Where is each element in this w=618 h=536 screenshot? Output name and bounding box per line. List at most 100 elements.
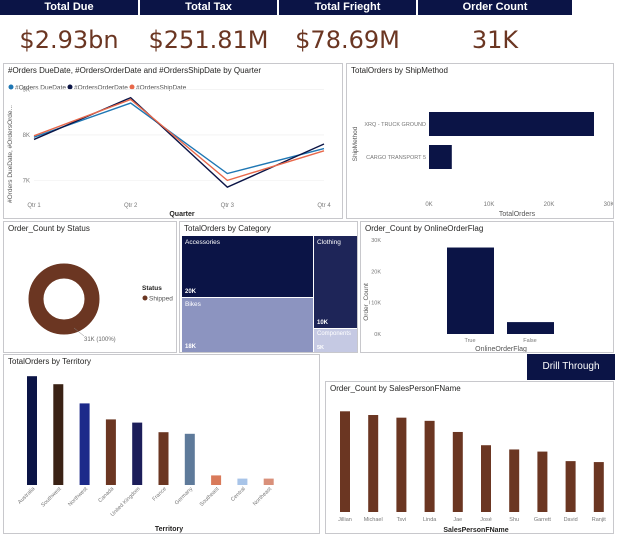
shipmethod-chart: ShipMethod TotalOrders 0K 10K 20K 30K XRQ - … xyxy=(352,112,614,218)
x-tick-label: 10K xyxy=(484,202,495,208)
tile-value-bikes: 18K xyxy=(185,344,197,350)
x-tick-label: Canada xyxy=(97,486,116,505)
bar-salesperson[interactable] xyxy=(537,451,548,512)
y-tick-label: 7K xyxy=(23,178,30,184)
x-tick-label: Central xyxy=(230,486,247,503)
series-line-2[interactable] xyxy=(33,98,325,182)
x-tick-label: Tsvi xyxy=(397,517,406,523)
bar-territory[interactable] xyxy=(263,478,274,485)
legend-dot-shipdate xyxy=(129,84,135,90)
category-panel[interactable]: TotalOrders by Category Accessories 20K … xyxy=(179,221,358,353)
bar-territory[interactable] xyxy=(184,433,195,485)
shipmethod-title: TotalOrders by ShipMethod xyxy=(351,66,448,75)
kpi-header-order-count: Order Count xyxy=(418,0,572,15)
status-title: Order_Count by Status xyxy=(8,224,90,233)
status-legend-label: Shipped xyxy=(149,296,173,303)
bar-salesperson[interactable] xyxy=(340,411,350,512)
bar-shipmethod[interactable] xyxy=(429,112,594,136)
x-tick-label: Ranjit xyxy=(592,517,607,523)
y-tick-label: 10K xyxy=(371,301,381,307)
x-tick-label: Australia xyxy=(17,486,37,506)
bar-onlineflag[interactable] xyxy=(447,247,494,334)
status-legend-title: Status xyxy=(142,285,162,292)
x-tick-label: Linda xyxy=(423,517,437,523)
onlineflag-x-label: OnlineOrderFlag xyxy=(475,346,527,353)
tile-label-bikes: Bikes xyxy=(185,301,201,308)
kpi-header-total-freight: Total Frieght xyxy=(279,0,416,15)
kpi-header-total-due: Total Due xyxy=(0,0,138,15)
salesperson-chart: SalesPersonFName Jillian Michael Tsvi Linda… xyxy=(338,411,607,534)
onlineflag-title: Order_Count by OnlineOrderFlag xyxy=(365,224,484,233)
kpi-header-total-tax: Total Tax xyxy=(140,0,277,15)
donut-leader-line xyxy=(73,327,85,337)
legend: #Orders DueDate #OrdersOrderDate #Orders… xyxy=(8,84,187,92)
x-tick-label: Jae xyxy=(453,517,462,523)
y-tick-label: 20K xyxy=(371,269,381,275)
bar-territory[interactable] xyxy=(27,376,37,485)
tile-value-components: 5K xyxy=(317,345,325,351)
salesperson-title: Order_Count by SalesPersonFName xyxy=(330,384,461,393)
x-tick-label: Michael xyxy=(364,517,383,523)
bar-salesperson[interactable] xyxy=(509,449,520,512)
status-donut-chart: 31K (100%) Status Shipped xyxy=(28,263,173,343)
bar-onlineflag[interactable] xyxy=(507,322,554,334)
bar-territory[interactable] xyxy=(132,422,143,485)
x-tick-label: Garrett xyxy=(534,517,552,523)
series-line-1[interactable] xyxy=(33,96,325,189)
x-tick-label: Germany xyxy=(174,486,194,506)
x-tick-label: Qtr 1 xyxy=(27,203,41,209)
treemap-tile-accessories[interactable]: Accessories 20K xyxy=(182,236,313,297)
bar-salesperson[interactable] xyxy=(424,420,435,512)
series-line-0[interactable] xyxy=(33,102,325,175)
y-tick-label: CARGO TRANSPORT 5 xyxy=(366,155,426,161)
bar-salesperson[interactable] xyxy=(481,445,491,512)
bar-salesperson[interactable] xyxy=(452,431,463,512)
x-tick-label: Southeast xyxy=(199,486,221,508)
territory-chart: Territory Australia Southwest Northwest Can… xyxy=(17,376,274,533)
bar-salesperson[interactable] xyxy=(565,461,576,512)
tile-label-accessories: Accessories xyxy=(185,239,221,246)
treemap-tile-components[interactable]: Components 5K xyxy=(314,329,357,352)
onlineflag-panel[interactable]: Order_Count by OnlineOrderFlag Order_Cou… xyxy=(360,221,614,353)
drill-through-button[interactable]: Drill Through xyxy=(527,354,615,380)
x-tick-label: Qtr 2 xyxy=(124,203,138,209)
salesperson-panel[interactable]: Order_Count by SalesPersonFName SalesPer… xyxy=(325,381,614,534)
x-tick-label: Qtr 3 xyxy=(221,203,235,209)
shipmethod-y-label: ShipMethod xyxy=(352,126,359,161)
y-tick-label: 9K xyxy=(23,87,30,93)
bar-territory[interactable] xyxy=(237,478,248,485)
y-tick-label: XRQ - TRUCK GROUND xyxy=(364,122,426,128)
orders-by-quarter-panel[interactable]: #Orders DueDate, #OrdersOrderDate and #O… xyxy=(3,63,343,219)
salesperson-x-label: SalesPersonFName xyxy=(443,527,508,534)
treemap-tile-bikes[interactable]: Bikes 18K xyxy=(182,298,313,352)
donut-data-label: 31K (100%) xyxy=(84,337,116,343)
bar-shipmethod[interactable] xyxy=(429,145,452,169)
x-tick-label: 20K xyxy=(544,202,555,208)
bar-salesperson[interactable] xyxy=(593,462,604,512)
legend-label-duedate: #Orders DueDate xyxy=(15,85,66,92)
y-tick-label: 30K xyxy=(371,238,381,244)
y-tick-label: 8K xyxy=(23,133,30,139)
y-axis-label: #Orders DueDate, #OrdersOrde... xyxy=(7,105,14,203)
onlineflag-y-label: Order_Count xyxy=(363,283,370,321)
bar-territory[interactable] xyxy=(158,432,169,485)
status-legend-dot xyxy=(142,295,148,301)
territory-panel[interactable]: TotalOrders by Territory Territory Austr… xyxy=(3,354,320,534)
x-tick-label: France xyxy=(152,486,168,502)
bar-territory[interactable] xyxy=(211,475,222,485)
bar-territory[interactable] xyxy=(53,384,64,485)
donut-slice-shipped[interactable] xyxy=(28,263,100,335)
bar-territory[interactable] xyxy=(79,403,90,485)
status-panel[interactable]: Order_Count by Status 31K (100%) Status … xyxy=(3,221,177,353)
bar-salesperson[interactable] xyxy=(396,417,407,512)
kpi-value-order-count: 31K xyxy=(471,26,519,54)
x-tick-label: 30K xyxy=(604,202,614,208)
bar-salesperson[interactable] xyxy=(368,415,379,512)
x-tick-label: True xyxy=(464,338,475,344)
x-tick-label: Jillian xyxy=(338,517,352,523)
tile-label-components: Components xyxy=(317,331,352,337)
bar-territory[interactable] xyxy=(105,419,116,485)
treemap-tile-clothing[interactable]: Clothing 10K xyxy=(314,236,357,328)
orders-by-quarter-chart: #Orders DueDate #OrdersOrderDate #Orders… xyxy=(7,84,331,218)
shipmethod-panel[interactable]: TotalOrders by ShipMethod ShipMethod Tot… xyxy=(346,63,614,219)
